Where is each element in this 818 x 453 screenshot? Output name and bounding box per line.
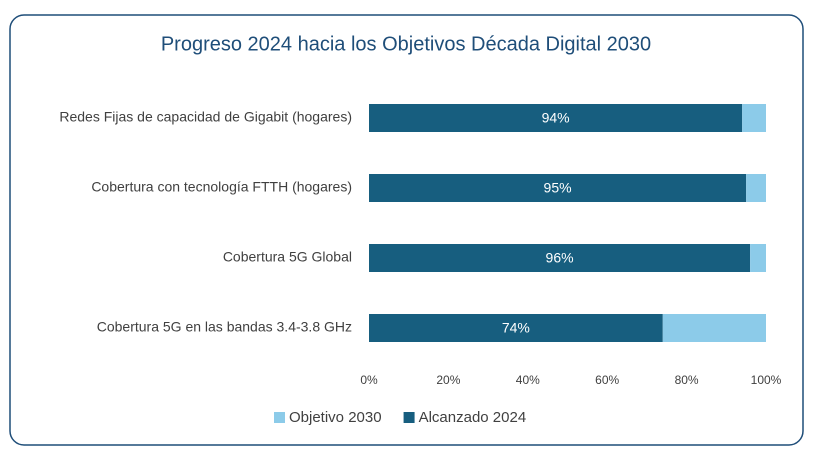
y-tick-label: Cobertura 5G en las bandas 3.4-3.8 GHz: [97, 319, 352, 335]
x-tick-label: 0%: [360, 373, 378, 387]
data-label: 74%: [502, 320, 530, 336]
bar-segment: [662, 314, 766, 342]
legend-swatch: [274, 412, 285, 423]
legend-swatch: [403, 412, 415, 423]
bar-segment: [369, 104, 743, 132]
x-tick-label: 80%: [675, 373, 699, 387]
x-tick-label: 20%: [436, 373, 460, 387]
x-tick-label: 40%: [516, 373, 540, 387]
bar-segment: [369, 174, 747, 202]
data-label: 95%: [544, 180, 572, 196]
bar-segment: [746, 174, 766, 202]
data-label: 96%: [546, 250, 574, 266]
bar-segment: [750, 244, 766, 272]
legend-label: Alcanzado 2024: [419, 409, 527, 426]
x-tick-label: 60%: [595, 373, 619, 387]
bar-segment: [369, 314, 663, 342]
bar-segment: [369, 244, 751, 272]
y-tick-label: Redes Fijas de capacidad de Gigabit (hog…: [59, 109, 352, 125]
chart-title: Progreso 2024 hacia los Objetivos Década…: [161, 33, 651, 55]
data-label: 94%: [542, 110, 570, 126]
y-tick-label: Cobertura 5G Global: [223, 249, 352, 265]
x-tick-label: 100%: [751, 373, 782, 387]
y-tick-label: Cobertura con tecnología FTTH (hogares): [91, 179, 352, 195]
legend-label: Objetivo 2030: [289, 409, 382, 426]
bar-segment: [742, 104, 766, 132]
